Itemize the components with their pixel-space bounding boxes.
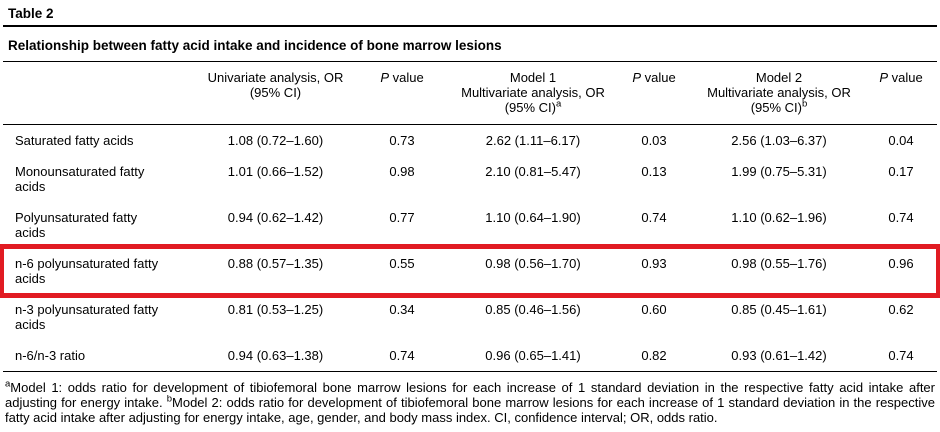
table-row: Saturated fatty acids 1.08 (0.72–1.60) 0… bbox=[15, 133, 914, 148]
data-table: Univariate analysis, OR (95% CI) P value… bbox=[0, 62, 940, 372]
footnote-sup-b: b bbox=[166, 393, 173, 405]
header-model1: Model 1 Multivariate analysis, OR (95% C… bbox=[461, 70, 605, 115]
table-row: Monounsaturated fatty acids 1.01 (0.66–1… bbox=[15, 164, 914, 194]
header-model2: Model 2 Multivariate analysis, OR (95% C… bbox=[707, 70, 851, 115]
header-spacer bbox=[3, 62, 198, 124]
header-univariate: Univariate analysis, OR (95% CI) bbox=[207, 70, 344, 100]
footnote-sup-a: a bbox=[5, 378, 11, 390]
header-p-value-2: P value bbox=[632, 70, 676, 85]
table-row: n-6/n-3 ratio 0.94 (0.63–1.38) 0.74 0.96… bbox=[15, 348, 914, 363]
table-footnote: aModel 1: odds ratio for development of … bbox=[5, 378, 935, 425]
table-header-row: Univariate analysis, OR (95% CI) P value… bbox=[3, 62, 937, 125]
footnote-text-b: Model 2: odds ratio for development of t… bbox=[5, 395, 935, 425]
table-row: n-3 polyunsaturated fatty acids 0.81 (0.… bbox=[15, 302, 914, 332]
table-label: Table 2 bbox=[3, 4, 937, 27]
table-row-highlighted: n-6 polyunsaturated fatty acids 0.88 (0.… bbox=[0, 244, 940, 298]
header-p-value-3: P value bbox=[879, 70, 923, 85]
table-row: Polyunsaturated fatty acids 0.94 (0.62–1… bbox=[15, 210, 914, 240]
footnote-marker-b: b bbox=[802, 98, 808, 110]
table-caption: Relationship between fatty acid intake a… bbox=[3, 27, 937, 62]
table-body: Saturated fatty acids 1.08 (0.72–1.60) 0… bbox=[0, 125, 940, 372]
footnote-marker-a: a bbox=[556, 98, 562, 110]
header-p-value-1: P value bbox=[380, 70, 424, 85]
footnote-text-a: Model 1: odds ratio for development of t… bbox=[5, 380, 935, 410]
